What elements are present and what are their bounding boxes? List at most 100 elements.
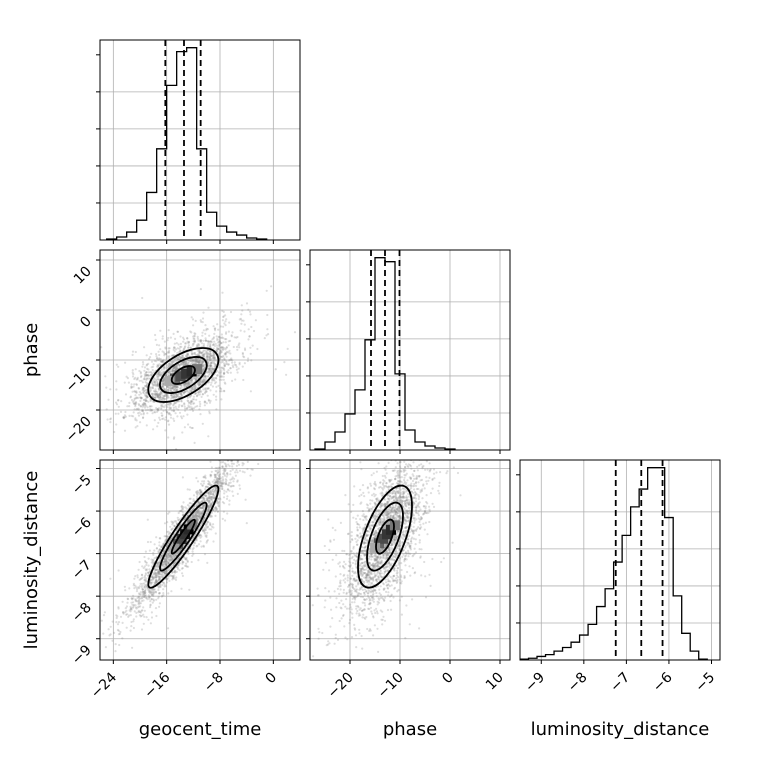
- scatter-point: [143, 389, 146, 392]
- scatter-point: [226, 452, 228, 454]
- scatter-point: [161, 563, 164, 566]
- scatter-point: [135, 391, 138, 394]
- scatter-point: [195, 360, 198, 363]
- scatter-point: [193, 378, 196, 381]
- scatter-point: [144, 592, 147, 595]
- scatter-point: [161, 337, 164, 340]
- scatter-point: [180, 417, 184, 420]
- scatter-point: [138, 585, 141, 588]
- scatter-point: [168, 407, 171, 410]
- scatter-point: [131, 353, 134, 356]
- scatter-point: [198, 502, 201, 505]
- scatter-point: [217, 348, 220, 351]
- scatter-point: [212, 337, 215, 340]
- scatter-point: [212, 343, 215, 346]
- scatter-point: [170, 394, 173, 397]
- scatter-point: [211, 490, 214, 493]
- scatter-point: [134, 426, 137, 429]
- scatter-point: [167, 370, 170, 374]
- scatter-point: [210, 362, 213, 365]
- scatter-point: [162, 384, 165, 387]
- scatter-point: [195, 376, 198, 379]
- scatter-point: [181, 363, 185, 366]
- scatter-point: [166, 396, 169, 399]
- scatter-point: [146, 396, 149, 399]
- scatter-point: [200, 512, 203, 515]
- scatter-point: [194, 378, 197, 381]
- scatter-point: [223, 467, 226, 470]
- scatter-point: [175, 570, 178, 574]
- scatter-point: [151, 394, 154, 397]
- scatter-point: [175, 365, 178, 368]
- scatter-point: [202, 504, 205, 507]
- scatter-point: [144, 374, 148, 377]
- scatter-point: [185, 384, 188, 387]
- scatter-point: [141, 389, 144, 392]
- scatter-point: [164, 353, 167, 356]
- scatter-point: [192, 516, 195, 519]
- scatter-point: [210, 525, 214, 528]
- scatter-point: [190, 379, 194, 382]
- scatter-point: [250, 468, 253, 471]
- scatter-point: [180, 393, 183, 396]
- scatter-point: [196, 360, 199, 364]
- density-blocks: [164, 364, 203, 386]
- scatter-point: [224, 401, 226, 403]
- scatter-point: [85, 463, 87, 465]
- scatter-point: [229, 352, 232, 355]
- scatter-point: [238, 318, 241, 321]
- scatter-point: [197, 383, 200, 386]
- scatter-point: [164, 561, 167, 564]
- scatter-point: [177, 511, 180, 515]
- scatter-point: [147, 618, 150, 621]
- scatter-point: [159, 371, 162, 374]
- scatter-point: [194, 513, 197, 516]
- scatter-point: [181, 562, 184, 565]
- scatter-point: [209, 365, 212, 368]
- scatter-point: [161, 350, 164, 353]
- scatter-point: [114, 643, 117, 646]
- scatter-point: [236, 471, 239, 474]
- scatter-point: [216, 482, 220, 485]
- scatter-point: [208, 496, 211, 499]
- scatter-point: [197, 391, 200, 394]
- scatter-point: [151, 412, 154, 415]
- scatter-point: [166, 420, 170, 423]
- scatter-point: [203, 401, 206, 404]
- scatter-point: [192, 553, 195, 556]
- scatter-point: [178, 556, 181, 559]
- scatter-point: [152, 393, 155, 396]
- scatter-point: [202, 380, 205, 383]
- scatter-point: [243, 362, 246, 365]
- scatter-point: [214, 363, 217, 366]
- scatter-point: [212, 355, 215, 358]
- scatter-point: [206, 498, 209, 501]
- scatter-point: [235, 464, 238, 467]
- scatter-point: [188, 359, 191, 362]
- scatter-point: [210, 528, 213, 531]
- scatter-point: [152, 588, 155, 591]
- scatter-point: [194, 319, 197, 322]
- scatter-point: [171, 361, 174, 364]
- scatter-point: [231, 484, 234, 487]
- scatter-point: [137, 396, 140, 399]
- scatter-point: [211, 378, 214, 381]
- scatter-point: [154, 572, 157, 575]
- scatter-point: [162, 370, 165, 374]
- scatter-point: [172, 395, 175, 398]
- scatter-point: [123, 416, 126, 419]
- scatter-point: [130, 625, 133, 628]
- scatter-point: [198, 361, 201, 364]
- scatter-point: [209, 369, 212, 372]
- scatter-point: [209, 503, 212, 507]
- scatter-point: [190, 560, 193, 564]
- scatter-point: [148, 405, 151, 408]
- scatter-point: [183, 391, 186, 394]
- scatter-point: [153, 583, 156, 586]
- scatter-point: [181, 560, 184, 564]
- scatter-point: [200, 360, 203, 363]
- scatter-point: [210, 362, 213, 365]
- scatter-point: [219, 350, 222, 353]
- scatter-point: [192, 494, 196, 497]
- scatter-point: [191, 407, 194, 410]
